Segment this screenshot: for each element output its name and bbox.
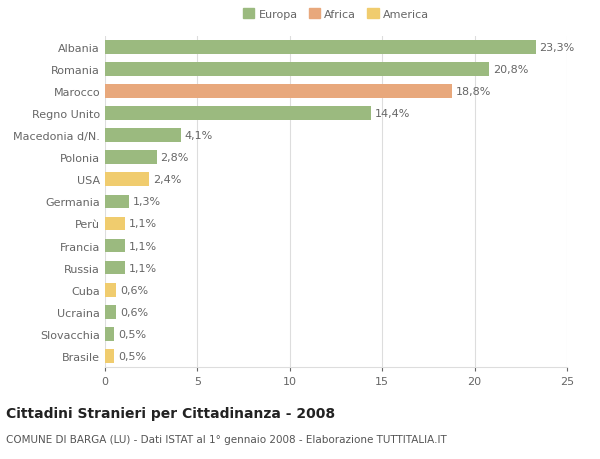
Text: 23,3%: 23,3% bbox=[539, 43, 575, 53]
Bar bbox=[105, 129, 181, 143]
Text: COMUNE DI BARGA (LU) - Dati ISTAT al 1° gennaio 2008 - Elaborazione TUTTITALIA.I: COMUNE DI BARGA (LU) - Dati ISTAT al 1° … bbox=[6, 434, 447, 444]
Text: 1,1%: 1,1% bbox=[129, 241, 157, 251]
Bar bbox=[105, 327, 114, 341]
Text: 14,4%: 14,4% bbox=[375, 109, 410, 119]
Text: 0,5%: 0,5% bbox=[118, 351, 146, 361]
Bar bbox=[105, 261, 125, 275]
Text: 2,4%: 2,4% bbox=[153, 175, 181, 185]
Text: 0,6%: 0,6% bbox=[120, 285, 148, 295]
Text: 1,1%: 1,1% bbox=[129, 219, 157, 229]
Text: 2,8%: 2,8% bbox=[160, 153, 189, 163]
Bar bbox=[105, 239, 125, 253]
Bar bbox=[105, 151, 157, 165]
Bar bbox=[105, 283, 116, 297]
Text: 1,3%: 1,3% bbox=[133, 197, 161, 207]
Text: 0,5%: 0,5% bbox=[118, 329, 146, 339]
Text: 20,8%: 20,8% bbox=[493, 65, 529, 75]
Bar bbox=[105, 85, 452, 99]
Bar bbox=[105, 173, 149, 187]
Bar bbox=[105, 305, 116, 319]
Text: 0,6%: 0,6% bbox=[120, 307, 148, 317]
Text: 4,1%: 4,1% bbox=[184, 131, 213, 141]
Bar bbox=[105, 217, 125, 231]
Bar bbox=[105, 63, 490, 77]
Bar bbox=[105, 107, 371, 121]
Bar bbox=[105, 195, 129, 209]
Text: 1,1%: 1,1% bbox=[129, 263, 157, 273]
Text: 18,8%: 18,8% bbox=[456, 87, 491, 97]
Bar bbox=[105, 41, 536, 55]
Text: Cittadini Stranieri per Cittadinanza - 2008: Cittadini Stranieri per Cittadinanza - 2… bbox=[6, 406, 335, 420]
Bar bbox=[105, 349, 114, 363]
Legend: Europa, Africa, America: Europa, Africa, America bbox=[238, 5, 434, 25]
